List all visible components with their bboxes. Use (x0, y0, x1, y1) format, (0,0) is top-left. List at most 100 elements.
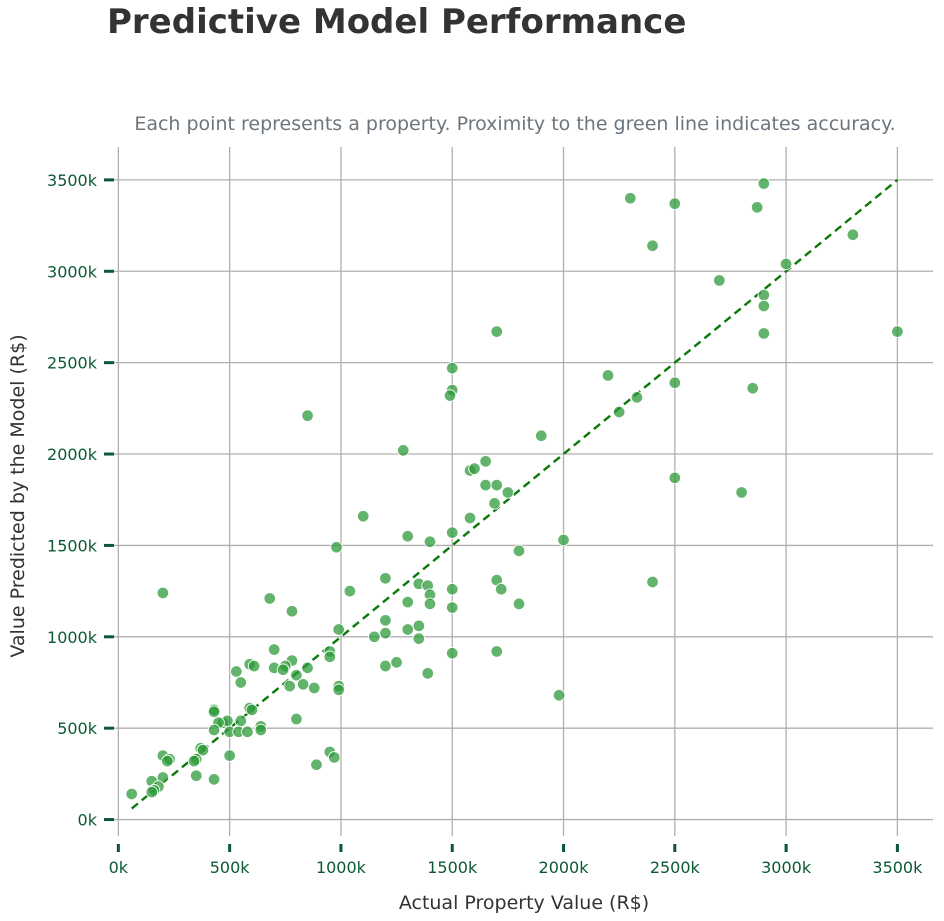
data-point (196, 743, 210, 757)
data-point (290, 712, 303, 726)
data-point (557, 533, 570, 547)
data-point (646, 575, 659, 589)
data-point (190, 769, 203, 782)
data-point (735, 486, 748, 499)
data-point (328, 751, 341, 764)
data-point (145, 785, 158, 799)
data-point (750, 201, 764, 214)
tick-labels: 0k 500k 1000k 1500k 2000k 2500k 3000k 3500k 0k 50… (47, 171, 923, 877)
x-tick-label: 3000k (761, 858, 812, 877)
data-point (379, 572, 392, 585)
data-point (285, 604, 299, 618)
y-tick-label: 3000k (47, 262, 98, 281)
data-point (401, 595, 414, 609)
data-point (445, 646, 459, 660)
data-point (601, 369, 615, 382)
data-point (668, 471, 682, 485)
data-point (779, 257, 793, 271)
data-point (490, 325, 503, 338)
data-point (668, 376, 682, 390)
x-tick-label: 1500k (427, 858, 478, 877)
data-point (463, 511, 477, 525)
data-point (490, 645, 503, 658)
data-point (223, 749, 236, 762)
data-point (630, 391, 644, 404)
data-point (283, 679, 296, 693)
x-tick-label: 1000k (316, 858, 367, 877)
data-point (301, 409, 314, 422)
data-point (535, 429, 548, 443)
data-point (423, 535, 437, 549)
data-point (490, 478, 503, 492)
data-point (612, 405, 626, 419)
y-tick-label: 500k (57, 719, 98, 738)
data-point (379, 659, 392, 673)
data-point (512, 597, 526, 611)
data-point (390, 656, 403, 669)
data-point (401, 623, 414, 636)
data-point (207, 773, 221, 786)
data-point (746, 381, 759, 395)
data-point (479, 478, 492, 492)
data-point (332, 623, 345, 636)
data-point (267, 643, 281, 656)
data-point (401, 530, 414, 543)
data-point (290, 668, 303, 682)
data-point (646, 239, 659, 252)
data-point (247, 659, 261, 673)
y-tick-label: 3500k (47, 171, 98, 190)
data-point (445, 361, 459, 375)
x-axis-label: Actual Property Value (R$) (399, 892, 649, 914)
data-point (488, 497, 501, 510)
data-point (397, 444, 410, 457)
data-point (296, 678, 310, 691)
data-point (757, 299, 771, 313)
data-point (356, 509, 370, 523)
data-point (187, 754, 201, 768)
y-tick-label: 1500k (47, 536, 98, 555)
data-point (423, 597, 437, 611)
data-point (301, 661, 314, 675)
data-point (332, 683, 345, 697)
data-point (846, 228, 860, 241)
tick-marks (104, 178, 899, 852)
data-point (412, 619, 426, 633)
data-point (310, 758, 323, 771)
data-point (479, 455, 492, 468)
data-point (468, 462, 481, 475)
data-point (263, 592, 276, 605)
data-point (412, 632, 426, 645)
y-axis-label: Value Predicted by the Model (R$) (7, 334, 29, 657)
data-point (757, 177, 771, 190)
data-point (421, 667, 434, 680)
data-point (368, 630, 381, 644)
data-point (156, 586, 170, 600)
y-tick-label: 0k (78, 811, 98, 830)
data-point (207, 723, 221, 737)
data-point (757, 288, 771, 302)
x-tick-label: 0k (109, 858, 129, 877)
chart-title: Predictive Model Performance (107, 2, 687, 42)
data-point (757, 327, 771, 340)
data-point (494, 583, 508, 596)
reference-line (130, 178, 899, 810)
data-point (234, 714, 248, 728)
data-point (552, 689, 566, 702)
data-point (230, 665, 243, 678)
data-point (161, 754, 174, 768)
data-point (254, 723, 268, 737)
data-point (445, 583, 459, 596)
data-point (245, 703, 259, 717)
data-point (891, 325, 904, 338)
data-point (276, 663, 290, 676)
data-point (330, 540, 343, 554)
data-point (307, 681, 321, 695)
x-tick-label: 2000k (539, 858, 590, 877)
data-point (343, 584, 357, 598)
data-point (668, 197, 682, 210)
data-point (501, 486, 515, 499)
data-point (624, 191, 637, 205)
chart-subtitle: Each point represents a property. Proxim… (134, 113, 896, 135)
y-tick-label: 2500k (47, 354, 98, 373)
